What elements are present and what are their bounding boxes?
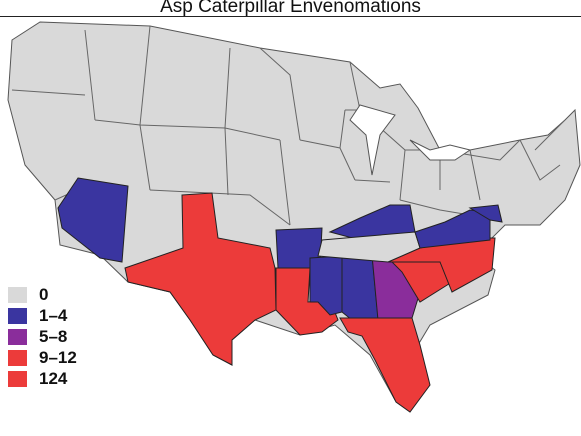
legend-label: 0	[39, 284, 49, 304]
legend-item: 0	[8, 284, 77, 305]
map-title: Asp Caterpillar Envenomations	[160, 0, 421, 17]
legend-swatch	[8, 286, 27, 303]
legend-label: 9–12	[39, 347, 77, 367]
legend-swatch	[8, 328, 27, 345]
legend-swatch	[8, 349, 27, 366]
state-arizona	[57, 177, 129, 263]
title-rule	[0, 16, 581, 17]
legend-item: 9–12	[8, 347, 77, 368]
state-louisiana	[275, 267, 339, 336]
legend-label: 1–4	[39, 305, 68, 325]
state-tennessee	[317, 231, 421, 263]
legend-swatch	[8, 370, 27, 387]
state-maryland	[468, 204, 503, 223]
state-florida	[339, 317, 431, 413]
legend-swatch	[8, 307, 27, 324]
legend-item: 5–8	[8, 326, 77, 347]
state-texas	[124, 192, 277, 366]
legend: 0 1–4 5–8 9–12 124	[8, 284, 77, 389]
great-lakes	[349, 104, 472, 176]
state-borders	[11, 25, 566, 226]
legend-label: 5–8	[39, 326, 68, 346]
legend-item: 1–4	[8, 305, 77, 326]
legend-item: 124	[8, 368, 77, 389]
legend-label: 124	[39, 368, 68, 388]
